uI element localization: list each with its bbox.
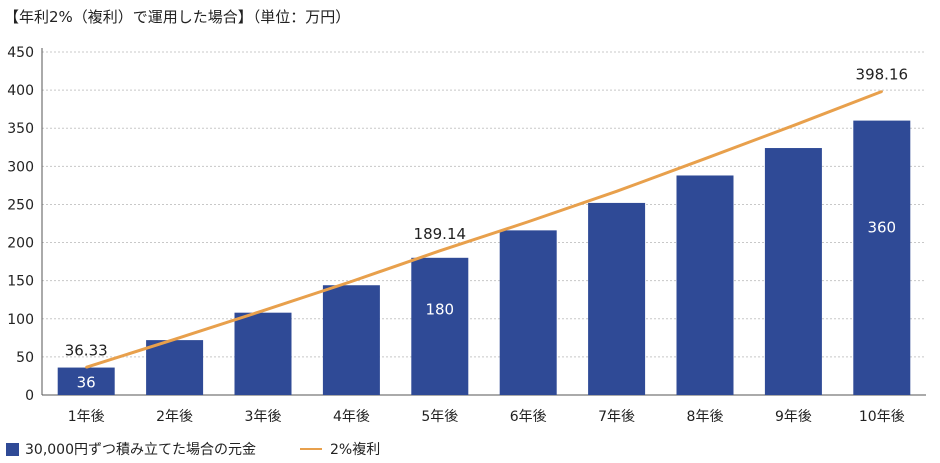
- y-tick-label: 450: [7, 45, 34, 61]
- bar-data-label: 180: [425, 301, 454, 319]
- line-data-label: 36.33: [65, 341, 108, 359]
- chart-title: 【年利2%（複利）で運用した場合】（単位：万円）: [4, 8, 351, 26]
- y-tick-label: 50: [16, 350, 34, 366]
- line-series: [85, 90, 883, 369]
- bar: [764, 148, 822, 395]
- line-point: [85, 366, 88, 369]
- legend-bar-label: 30,000円ずつ積み立てた場合の元金: [25, 442, 256, 458]
- bar-data-label: 36: [77, 373, 96, 391]
- y-axis-ticks: 0 50 100 150 200 250 300 350 400 450: [7, 45, 34, 404]
- bar: [146, 340, 204, 395]
- x-tick-label: 1年後: [68, 409, 105, 425]
- y-tick-label: 250: [7, 197, 34, 213]
- line-point: [880, 90, 883, 93]
- line-point: [350, 280, 353, 283]
- bar: [57, 367, 115, 395]
- bar: [588, 202, 646, 395]
- line-point: [438, 249, 441, 253]
- line-point: [792, 124, 795, 127]
- y-tick-label: 350: [7, 121, 34, 137]
- x-tick-label: 8年後: [687, 409, 724, 425]
- legend-line-swatch: [300, 448, 322, 450]
- y-tick-label: 400: [7, 83, 34, 99]
- x-tick-label: 7年後: [598, 409, 635, 425]
- line-point: [703, 157, 707, 160]
- x-tick-label: 3年後: [245, 409, 282, 425]
- line-data-label: 189.14: [414, 225, 467, 243]
- x-tick-label: 2年後: [156, 409, 193, 425]
- bar: [234, 312, 292, 395]
- bar: [411, 257, 469, 395]
- x-tick-label: 4年後: [333, 409, 370, 425]
- y-tick-label: 100: [7, 312, 34, 328]
- bar: [676, 175, 734, 395]
- x-tick-label: 9年後: [775, 409, 812, 425]
- legend-bar-swatch: [6, 442, 19, 456]
- line-point: [173, 338, 176, 341]
- bar: [853, 120, 911, 395]
- x-tick-label: 6年後: [510, 409, 547, 425]
- legend: 30,000円ずつ積み立てた場合の元金 2%複利: [6, 439, 424, 459]
- legend-line-label: 2%複利: [330, 442, 381, 458]
- bar: [322, 285, 380, 395]
- line-data-label: 398.16: [856, 66, 909, 84]
- bar: [499, 230, 557, 395]
- x-axis-ticks: 1年後 2年後 3年後 4年後 5年後 6年後 7年後 8年後 9年後 10年後: [68, 409, 905, 425]
- x-tick-label: 10年後: [859, 409, 905, 425]
- bar-series: [57, 120, 911, 395]
- line-point: [527, 220, 530, 223]
- y-tick-label: 200: [7, 236, 34, 252]
- y-tick-label: 150: [7, 274, 34, 290]
- y-tick-label: 300: [7, 159, 34, 175]
- legend-item-line: 2%複利: [300, 439, 380, 459]
- data-labels: 36 180 360 36.33 189.14 398.16: [65, 66, 908, 392]
- line-series-path: [85, 90, 883, 369]
- line-point: [615, 190, 618, 193]
- legend-item-bar: 30,000円ずつ積み立てた場合の元金: [6, 439, 256, 459]
- bar-data-label: 360: [867, 218, 896, 236]
- x-tick-label: 5年後: [421, 409, 458, 425]
- line-point: [261, 309, 265, 312]
- y-tick-label: 0: [25, 388, 34, 404]
